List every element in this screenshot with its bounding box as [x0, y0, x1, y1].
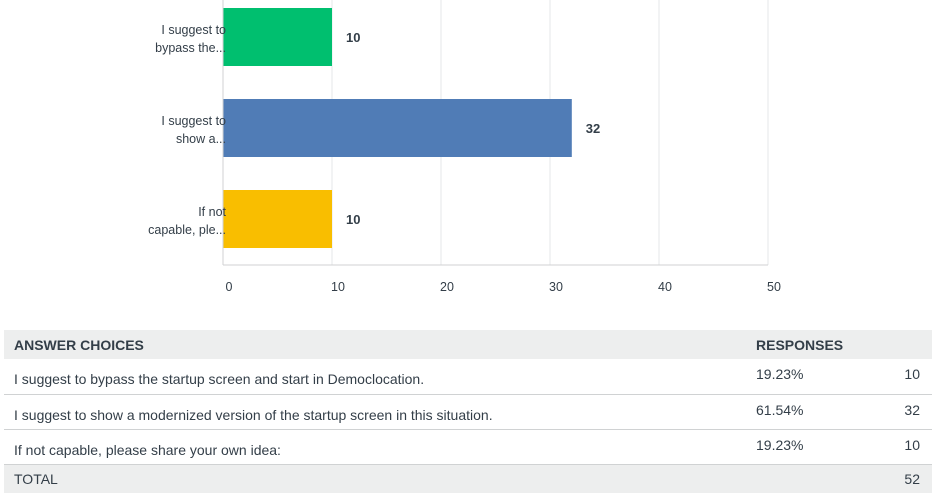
x-tick-label: 50	[767, 280, 781, 294]
category-label-line: If not	[198, 205, 226, 219]
x-tick-label: 0	[226, 280, 233, 294]
total-count: 52	[904, 470, 920, 487]
response-count: 10	[904, 366, 920, 382]
answer-choices-table: ANSWER CHOICES RESPONSES I suggest to by…	[4, 330, 932, 493]
total-label: TOTAL	[14, 470, 58, 487]
axes: 0 10 20 30 40 50	[222, 0, 781, 294]
table-row: I suggest to bypass the startup screen a…	[4, 359, 932, 394]
bar	[223, 8, 332, 66]
answer-choice: I suggest to bypass the startup screen a…	[14, 371, 425, 388]
responses-header: RESPONSES	[756, 336, 844, 353]
response-percent: 19.23%	[756, 436, 804, 453]
total-row: TOTAL 52	[4, 464, 932, 493]
answer-choices-header: ANSWER CHOICES	[14, 336, 144, 353]
category-label: I suggest to show a...	[161, 114, 226, 146]
category-label-line: I suggest to	[161, 114, 226, 128]
response-percent: 19.23%	[756, 366, 804, 382]
x-tick-label: 10	[331, 280, 345, 294]
table-header-row: ANSWER CHOICES RESPONSES	[4, 330, 932, 359]
bar	[223, 190, 332, 248]
x-tick-label: 20	[440, 280, 454, 294]
table-row: If not capable, please share your own id…	[4, 429, 932, 464]
bars	[223, 8, 572, 248]
answer-choice: If not capable, please share your own id…	[14, 441, 281, 458]
x-tick-label: 30	[549, 280, 563, 294]
category-label-line: capable, ple...	[148, 223, 226, 237]
x-tick-label: 40	[658, 280, 672, 294]
response-count: 32	[904, 401, 920, 418]
category-label: If not capable, ple...	[148, 205, 226, 237]
response-percent: 61.54%	[756, 401, 804, 418]
category-label-line: bypass the...	[155, 41, 226, 55]
category-label-line: I suggest to	[161, 23, 226, 37]
bar-value-label: 10	[346, 212, 360, 227]
bar	[223, 99, 572, 157]
category-label: I suggest to bypass the...	[155, 23, 226, 55]
answer-choice: I suggest to show a modernized version o…	[14, 406, 493, 423]
response-count: 10	[904, 436, 920, 453]
bar-value-label: 32	[586, 121, 600, 136]
bar-value-label: 10	[346, 30, 360, 45]
table-row: I suggest to show a modernized version o…	[4, 394, 932, 429]
bar-chart: 0 10 20 30 40 50 10 I suggest to bypass the... 3…	[148, 0, 781, 294]
category-label-line: show a...	[176, 132, 226, 146]
labels: 10 I suggest to bypass the... 32 I suggest t…	[148, 23, 600, 237]
